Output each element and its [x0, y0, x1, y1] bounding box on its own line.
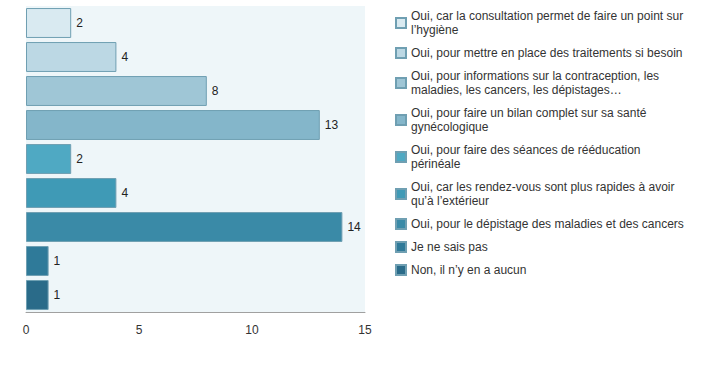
svg-text:périnéale: périnéale [411, 157, 461, 171]
svg-text:10: 10 [245, 323, 259, 337]
svg-text:Oui, car les rendez-vous sont: Oui, car les rendez-vous sont plus rapid… [411, 180, 678, 194]
svg-text:Oui, pour mettre en place des: Oui, pour mettre en place des traitement… [411, 46, 682, 60]
svg-text:15: 15 [358, 323, 372, 337]
svg-text:4: 4 [121, 186, 128, 200]
svg-text:Oui, pour faire des séances de: Oui, pour faire des séances de rééducati… [411, 143, 644, 157]
svg-text:Non, il n’y en a aucun: Non, il n’y en a aucun [411, 263, 526, 277]
svg-text:qu’à l’extérieur: qu’à l’extérieur [411, 194, 489, 208]
svg-text:13: 13 [325, 118, 339, 132]
svg-text:1: 1 [54, 288, 61, 302]
svg-text:maladies, les cancers, les dép: maladies, les cancers, les dépistages… [411, 83, 622, 97]
svg-text:14: 14 [347, 220, 361, 234]
svg-text:Oui, car la consultation perme: Oui, car la consultation permet de faire… [411, 9, 686, 23]
svg-text:0: 0 [23, 323, 30, 337]
svg-text:Oui, pour le dépistage des mal: Oui, pour le dépistage des maladies et d… [411, 217, 684, 231]
svg-text:1: 1 [54, 254, 61, 268]
svg-text:gynécologique: gynécologique [411, 120, 489, 134]
svg-text:2: 2 [76, 152, 83, 166]
svg-text:l’hygiène: l’hygiène [411, 23, 459, 37]
svg-text:2: 2 [76, 16, 83, 30]
svg-text:Je ne sais pas: Je ne sais pas [411, 240, 488, 254]
svg-text:Oui, pour informations sur la: Oui, pour informations sur la contracept… [411, 69, 662, 83]
svg-text:Oui, pour faire un bilan compl: Oui, pour faire un bilan complet sur sa … [411, 106, 650, 120]
svg-text:5: 5 [136, 323, 143, 337]
svg-text:8: 8 [212, 84, 219, 98]
svg-text:4: 4 [121, 50, 128, 64]
